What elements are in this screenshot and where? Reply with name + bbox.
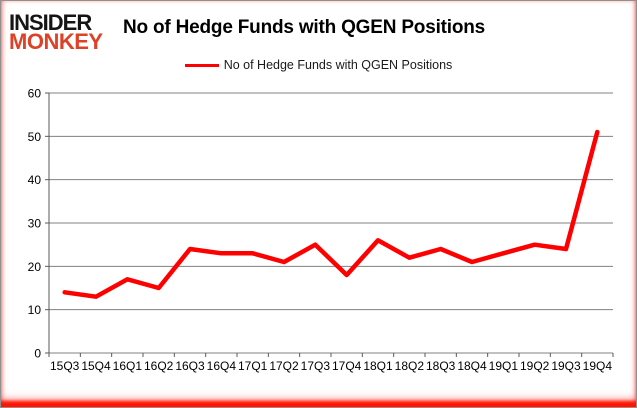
chart-header: INSIDER MONKEY No of Hedge Funds with QG… (9, 9, 486, 55)
x-tick-label-19Q2: 19Q2 (520, 359, 550, 373)
x-tick-label-16Q2: 16Q2 (144, 359, 174, 373)
x-tick-label-17Q2: 17Q2 (269, 359, 299, 373)
x-tick-label-16Q3: 16Q3 (175, 359, 205, 373)
logo-insider-text: INSIDER (9, 10, 92, 35)
x-tick-label-17Q4: 17Q4 (332, 359, 362, 373)
x-tick-label-19Q3: 19Q3 (551, 359, 581, 373)
x-tick-label-16Q1: 16Q1 (113, 359, 143, 373)
x-tick-label-19Q1: 19Q1 (489, 359, 519, 373)
x-tick-label-19Q4: 19Q4 (583, 359, 613, 373)
x-tick-label-18Q1: 18Q1 (363, 359, 393, 373)
x-tick-label-15Q4: 15Q4 (81, 359, 111, 373)
y-tick-label: 30 (28, 217, 42, 231)
y-tick-label: 10 (28, 303, 42, 317)
y-tick-label: 50 (28, 130, 42, 144)
x-tick-label-15Q3: 15Q3 (50, 359, 80, 373)
x-tick-label-18Q4: 18Q4 (457, 359, 487, 373)
series-line-hedge-funds (62, 129, 600, 299)
insider-monkey-logo: INSIDER MONKEY (9, 10, 119, 55)
chart-legend: No of Hedge Funds with QGEN Positions (1, 58, 636, 72)
chart-title: No of Hedge Funds with QGEN Positions (123, 17, 486, 38)
x-tick-label-18Q2: 18Q2 (395, 359, 425, 373)
x-tick-label-17Q1: 17Q1 (238, 359, 268, 373)
y-tick-label: 60 (28, 87, 42, 101)
legend-line-swatch (184, 63, 219, 67)
logo-monkey-text: MONKEY (9, 29, 103, 55)
y-tick-label: 40 (28, 173, 42, 187)
x-tick-label-18Q3: 18Q3 (426, 359, 456, 373)
y-tick-label: 0 (34, 347, 41, 361)
y-tick-label: 20 (28, 260, 42, 274)
x-tick-label-17Q3: 17Q3 (301, 359, 331, 373)
legend-label: No of Hedge Funds with QGEN Positions (223, 58, 453, 72)
x-tick-label-16Q4: 16Q4 (207, 359, 237, 373)
